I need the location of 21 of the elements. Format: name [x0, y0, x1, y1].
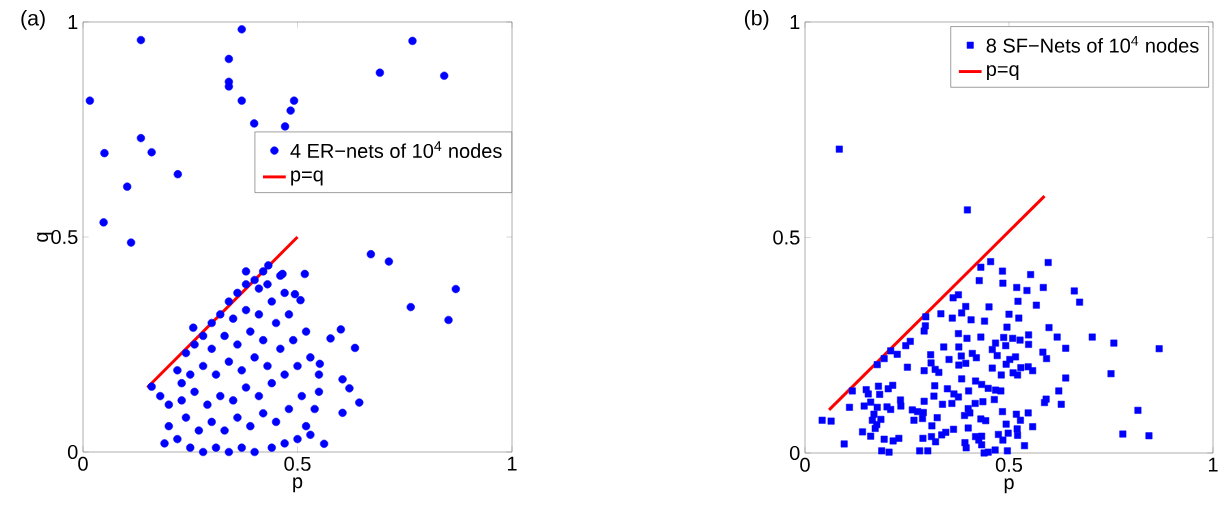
y-tick-label: 0.5 [773, 230, 800, 245]
y-tick-label: 0 [789, 445, 800, 461]
legend-label: p=q [987, 65, 1019, 81]
legend-label: p=q [291, 170, 323, 186]
x-tick-label: 0 [800, 457, 810, 472]
y-tick-label: 0 [67, 444, 78, 460]
text: (b) [744, 9, 769, 30]
legend-label: 4 ER−nets of 10$^{4}$ nodes [290, 141, 502, 159]
y-tick-label: 1 [68, 15, 78, 29]
x-tick-label: 1 [507, 456, 517, 471]
x-axis-title: p [293, 477, 303, 493]
text: (a) [21, 9, 45, 30]
legend-label: 8 SF−Nets of 10$^{4}$ nodes [986, 35, 1199, 53]
x-tick-label: 1 [1208, 457, 1218, 472]
x-axis-title: p [1004, 478, 1014, 494]
x-tick-label: 0.5 [995, 457, 1023, 472]
x-tick-label: 0.5 [284, 456, 311, 471]
y-tick-label: 0.5 [51, 229, 78, 245]
y-axis-title: q [37, 232, 52, 242]
x-tick-label: 0 [78, 456, 88, 471]
y-tick-label: 1 [790, 15, 800, 29]
